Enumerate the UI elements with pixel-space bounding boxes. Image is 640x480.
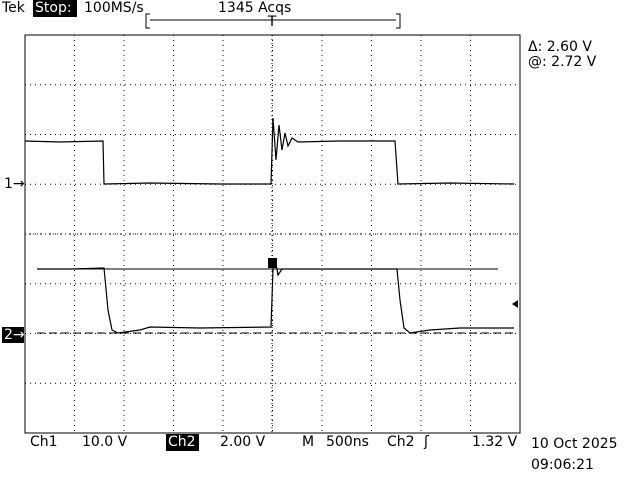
ch2-scale: 2.00 V: [220, 434, 266, 450]
trigger-slope: ʃ: [423, 434, 429, 450]
date: 10 Oct 2025: [531, 436, 618, 452]
timebase-label: M: [302, 434, 314, 450]
timebase: 500ns: [326, 434, 369, 450]
status-bg: [33, 0, 77, 17]
ch2-marker-bg: [2, 327, 24, 343]
trigger-position: T: [267, 14, 277, 30]
ch2-label: Ch2: [168, 434, 196, 450]
ch1-scale: 10.0 V: [82, 434, 128, 450]
record-bar: [145, 13, 401, 29]
time: 09:06:21: [531, 457, 594, 473]
ch1-marker: 1→: [4, 176, 25, 192]
brand: Tek: [1, 0, 26, 16]
graticule: [24, 34, 521, 434]
ch2-label-bg: [166, 434, 199, 451]
cursor-at: @: 2.72 V: [528, 54, 597, 70]
trigger-marker: [268, 258, 277, 268]
ch2-marker: 2→: [4, 327, 25, 343]
sample-rate: 100MS/s: [84, 0, 144, 16]
cursor-delta: Δ: 2.60 V: [528, 39, 592, 55]
trigger-source: Ch2: [387, 434, 415, 450]
trigger-level: 1.32 V: [472, 434, 518, 450]
trigger-level-marker: [512, 300, 518, 308]
status: Stop:: [35, 0, 72, 16]
ch1-label: Ch1: [30, 434, 58, 450]
acquisitions: 1345 Acqs: [218, 0, 291, 16]
ch1-waveform: [24, 117, 515, 185]
ch2-waveform: [37, 257, 514, 334]
